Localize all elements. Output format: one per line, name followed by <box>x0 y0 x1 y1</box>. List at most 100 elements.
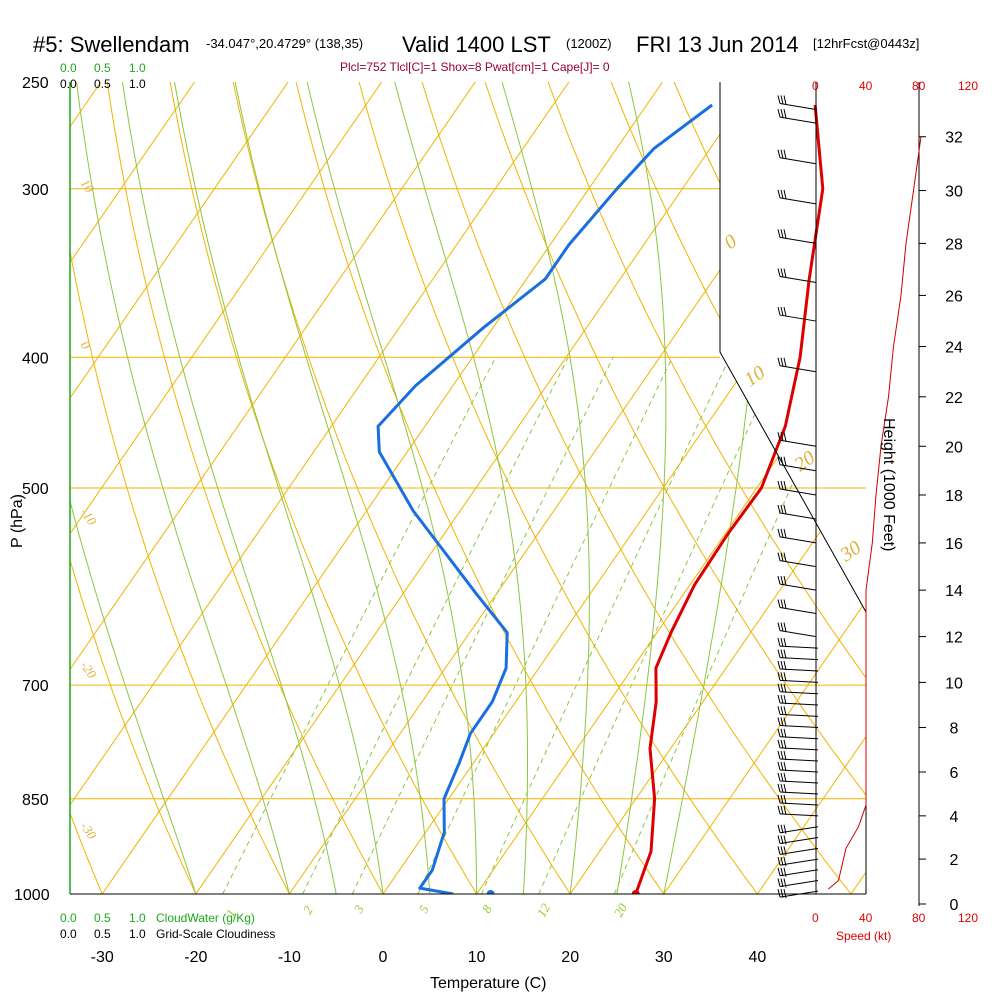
wind-barb-flag <box>780 761 784 771</box>
wind-barb-flag <box>777 783 781 793</box>
mixing-ratio-label: 12 <box>534 900 554 919</box>
isotherm-line <box>756 82 866 894</box>
dry-adiabat-line <box>476 82 866 894</box>
moist-adiabat-line <box>616 82 667 894</box>
wind-barb-flag <box>780 824 784 834</box>
dry-adiabat-line <box>70 82 210 894</box>
wind-barb-flag <box>777 694 781 704</box>
wind-barb-staff <box>779 630 817 638</box>
isotherm-line <box>0 82 7 894</box>
wind-barb-staff <box>779 606 817 614</box>
wind-barb-flag <box>777 649 781 658</box>
wind-barb-flag <box>783 306 787 317</box>
speed-tick-top: 40 <box>859 79 873 93</box>
cloudiness-ticks-top: 0.0 0.5 1.0 <box>60 77 146 91</box>
temperature-ticks: -30 -20 -10 0 10 20 30 40 <box>91 949 767 966</box>
valid-zulu: (1200Z) <box>566 36 612 51</box>
isotherm-line <box>70 82 289 894</box>
temperature-tick-label: 20 <box>561 949 579 966</box>
speed-tick-bottom: 0 <box>812 911 819 925</box>
wind-barb-flag <box>783 504 787 515</box>
wind-barb-flag <box>777 189 781 198</box>
background-grid <box>0 58 1000 923</box>
wind-barb-flag <box>777 683 781 692</box>
cloudwater-ticks-bottom: 0.0 0.5 1.0 CloudWater (g/Kg) <box>60 911 255 925</box>
wind-barb-flag <box>780 638 784 647</box>
indices-line: Plcl=752 Tlcl[C]=1 Shox=8 Pwat[cm]=1 Cap… <box>340 60 610 74</box>
mixing-ratio-line <box>351 357 614 894</box>
dry-adiabat-line <box>70 82 305 894</box>
speed-tick-bottom: 80 <box>912 911 926 925</box>
cloudiness-axis-label: Grid-Scale Cloudiness <box>156 927 275 941</box>
mixing-ratio-label: 3 <box>350 902 367 916</box>
wind-barb-flag <box>780 528 784 538</box>
pressure-tick-label: 1000 <box>14 887 50 904</box>
wind-barb-flag <box>783 189 787 199</box>
wind-barb-flag <box>777 805 781 814</box>
wind-barb-flag <box>783 432 787 442</box>
wind-barb-flag <box>783 750 787 761</box>
dry-adiabat-line <box>975 58 1000 923</box>
dry-adiabat-line <box>290 82 685 894</box>
wind-barb-flag <box>780 867 784 877</box>
wind-barb-flag <box>783 761 787 772</box>
valid-time: Valid 1400 LST <box>402 32 551 57</box>
station-title: #5: Swellendam <box>33 32 190 57</box>
wind-barb-flag <box>777 638 781 647</box>
wind-barb-flag <box>777 706 781 715</box>
wind-barb-staff <box>779 560 817 568</box>
wind-barb-flag <box>777 878 781 887</box>
temperature-profile-line <box>634 104 825 894</box>
adiabat-label: 10 <box>740 362 769 391</box>
wind-barb-staff <box>779 869 819 877</box>
moist-adiabat-line <box>174 82 384 894</box>
cloudiness-tick: 0.0 <box>60 927 77 941</box>
isobar-lines <box>70 188 866 895</box>
wind-barb-flag <box>783 706 787 716</box>
height-tick-label: 18 <box>945 488 963 505</box>
wind-barb-staff <box>779 847 819 855</box>
wind-barb-flag <box>783 229 787 239</box>
wind-barb-staff <box>779 488 817 496</box>
height-tick-label: 10 <box>945 675 963 692</box>
mixing-ratio-label: 2 <box>300 903 316 917</box>
wind-barb-flag <box>783 728 787 738</box>
wind-barb-staff <box>779 197 817 205</box>
wind-barb-staff <box>779 890 819 898</box>
moist-adiabat-line <box>394 82 528 894</box>
wind-barb-flag <box>783 149 787 159</box>
cloudwater-tick: 0.5 <box>94 61 111 75</box>
height-tick-label: 0 <box>950 897 959 914</box>
wind-barb-flag <box>777 660 781 670</box>
wind-barb-flag <box>777 480 781 490</box>
wind-barb-flag <box>780 456 784 466</box>
wind-barbs <box>777 95 819 899</box>
dry-adiabat-line <box>352 82 780 894</box>
wind-barb-flag <box>777 504 781 514</box>
wind-barb-staff <box>779 536 817 544</box>
wind-barb-flag <box>777 750 781 760</box>
mixing-ratio-line <box>538 357 782 894</box>
temperature-tick-label: 10 <box>468 949 486 966</box>
wind-barb-flag <box>783 878 787 888</box>
speed-tick-top: 80 <box>912 79 926 93</box>
wind-barb-flag <box>777 306 781 316</box>
cloudwater-tick: 0.5 <box>94 911 111 925</box>
temperature-tick-label: -20 <box>184 949 207 966</box>
temperature-tick-label: 40 <box>749 949 767 966</box>
isotherm-label: -30 <box>78 819 101 842</box>
wind-barb-flag <box>780 357 784 367</box>
adiabat-label: 30 <box>835 537 865 567</box>
wind-barb-flag <box>780 504 784 514</box>
wind-barb-flag <box>777 835 781 844</box>
wind-barb-flag <box>780 660 784 670</box>
wind-barb-flag <box>777 552 781 561</box>
wind-barb-flag <box>777 357 781 366</box>
wind-barb-flag <box>777 528 781 538</box>
temperature-tick-label: -10 <box>278 949 301 966</box>
wind-barb-flag <box>783 109 787 119</box>
surface-marker <box>631 890 640 894</box>
wind-barb-flag <box>783 694 787 705</box>
